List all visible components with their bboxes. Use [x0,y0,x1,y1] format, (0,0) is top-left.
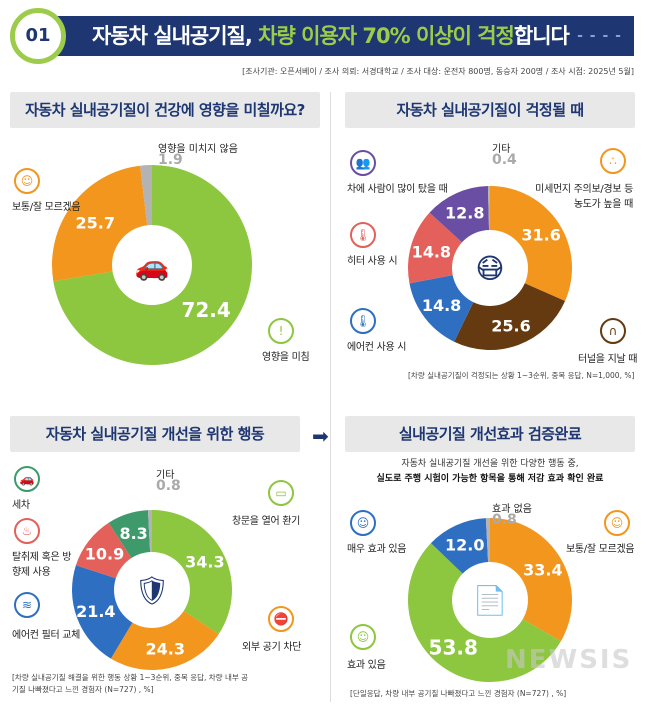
donut-slice [487,186,490,237]
value-other: 0.4 [492,152,517,168]
donut-center [112,225,192,305]
watermark-logo: NEWSIS [505,645,633,675]
panel4-title: 실내공기질 개선효과 검증완료 [345,416,635,452]
arrow-right-icon: ➡ [312,424,329,448]
air-freshener-icon: ♨ [14,518,40,544]
value-no-effect: 0.8 [492,512,517,528]
donut-slice [108,510,151,564]
donut-slice [140,165,152,232]
label-very-effective: 매우 효과 있음 [347,544,407,555]
window-icon: ▭ [268,480,294,506]
thermometer-hot-icon: 🌡 [350,222,376,248]
label-no-effect: 효과 없음 [492,504,532,515]
panel2-note: [차량 실내공기질이 걱정되는 상황 1~3순위, 중복 응답, N=1,000… [408,371,635,380]
people-icon: 👥 [350,150,376,176]
ac-filter-icon: ≋ [14,592,40,618]
panel4-note: [단일응답, 차량 내부 공기질 나빠졌다고 느낀 경험자 (N=727) , … [350,689,567,698]
donut-slice [409,273,477,342]
data-label: 33.4 [523,561,562,580]
neutral-face-icon: ☺ [604,510,630,536]
data-label: 12.0 [445,535,484,554]
car-wash-icon: 🚗 [14,466,40,492]
data-label: 12.8 [445,203,484,222]
data-label: 31.6 [521,226,560,245]
label-heater: 히터 사용 시 [347,256,398,267]
car-block-icon: ⛔ [268,606,294,632]
label-neutral: 보통/잘 모르겠음 [12,202,81,213]
document-check-icon: 📄 [473,584,508,617]
title-highlight: 차량 이용자 70% 이상이 걱정 [258,24,515,48]
donut-center [114,552,190,628]
donut-slice [53,165,253,366]
title-text: 자동차 실내공기질, [92,24,259,48]
smile-icon: ☺ [350,624,376,650]
data-label: 14.8 [412,242,451,261]
donut-slice [490,518,572,642]
smile-icon: ☺ [350,510,376,536]
label-effective: 효과 있음 [347,660,386,671]
label-neutral: 보통/잘 모르겠음 [566,544,635,555]
label-other: 기타 [156,470,175,481]
data-label: 8.3 [119,524,147,543]
donut-slice [490,186,573,302]
donut-slice [147,510,152,559]
panel3-note: [차량 실내공기질 해결을 위한 행동 상황 1~3순위, 중복 응답, 차량 … [12,673,249,694]
donut-slice [429,186,490,247]
car-shield-icon: 🛡 [134,574,170,607]
section-number-badge: 01 [10,8,66,64]
panel4-subtitle: 자동차 실내공기질 개선을 위한 다양한 행동 중, [401,459,579,469]
data-label: 25.6 [491,316,530,335]
label-aircon: 에어컨 사용 시 [347,342,407,353]
value-no-effect: 1.9 [158,152,183,168]
data-label: 24.3 [146,640,185,659]
label-crowded: 차에 사람이 많이 탔을 때 [347,184,448,195]
label-affects: 영향을 미침 [262,352,310,363]
title-bar: 자동차 실내공기질, 차량 이용자 70% 이상이 걱정합니다 - - - - [40,16,634,56]
fine-dust-icon: ∴ [600,148,626,174]
label-block-air: 외부 공기 차단 [242,642,302,653]
neutral-face-icon: ☺ [14,168,40,194]
label-fine-dust: 미세먼지 주의보/경보 등 농도가 높을 때 [535,184,633,210]
label-ventilate: 창문을 열어 환기 [232,516,301,527]
panel4-subtitle-bold: 실도로 주행 시험이 가능한 항목을 통해 저감 효과 확인 완료 [376,474,604,484]
value-other: 0.8 [156,478,181,494]
data-label: 53.8 [429,636,478,660]
label-car-wash: 세차 [12,500,30,511]
decorative-dashes: - - - - [577,28,622,44]
tunnel-icon: ∩ [600,318,626,344]
data-label: 14.8 [422,296,461,315]
donut-center [452,230,528,306]
donut-slice [454,280,566,350]
donut-slice [430,518,489,578]
data-label: 10.9 [85,544,124,563]
label-tunnel: 터널을 지날 때 [578,354,638,365]
label-no-effect: 영향을 미치지 않음 [158,144,238,155]
data-label: 21.4 [76,602,115,621]
donut-slice [152,510,232,635]
label-other: 기타 [492,144,511,155]
survey-source: [조사기관: 오픈서베이 / 조사 의뢰: 서경대학교 / 조사 대상: 운전자… [242,67,634,76]
warning-icon: ! [268,318,294,344]
label-ac-filter: 에어컨 필터 교체 [12,630,81,641]
car-plus-icon: 🚗 [135,249,170,282]
data-label: 72.4 [181,298,230,322]
donut-slice [485,518,490,569]
donut-slice [408,543,561,682]
donut-slice [52,165,148,282]
panel3-title: 자동차 실내공기질 개선을 위한 행동 [10,416,300,452]
divider [330,92,331,702]
data-label: 25.7 [75,213,114,232]
panel2-title: 자동차 실내공기질이 걱정될 때 [345,92,635,128]
data-label: 34.3 [185,553,224,572]
title-suffix: 합니다 [513,24,570,48]
donut-slice [408,212,467,284]
masked-face-icon: 😷 [475,252,504,285]
label-freshener: 탈취제 혹은 방향제 사용 [12,552,72,578]
thermometer-cold-icon: 🌡 [350,308,376,334]
panel1-title: 자동차 실내공기질이 건강에 영향을 미칠까요? [10,92,320,128]
donut-center [452,562,528,638]
donut-slice [75,522,135,581]
